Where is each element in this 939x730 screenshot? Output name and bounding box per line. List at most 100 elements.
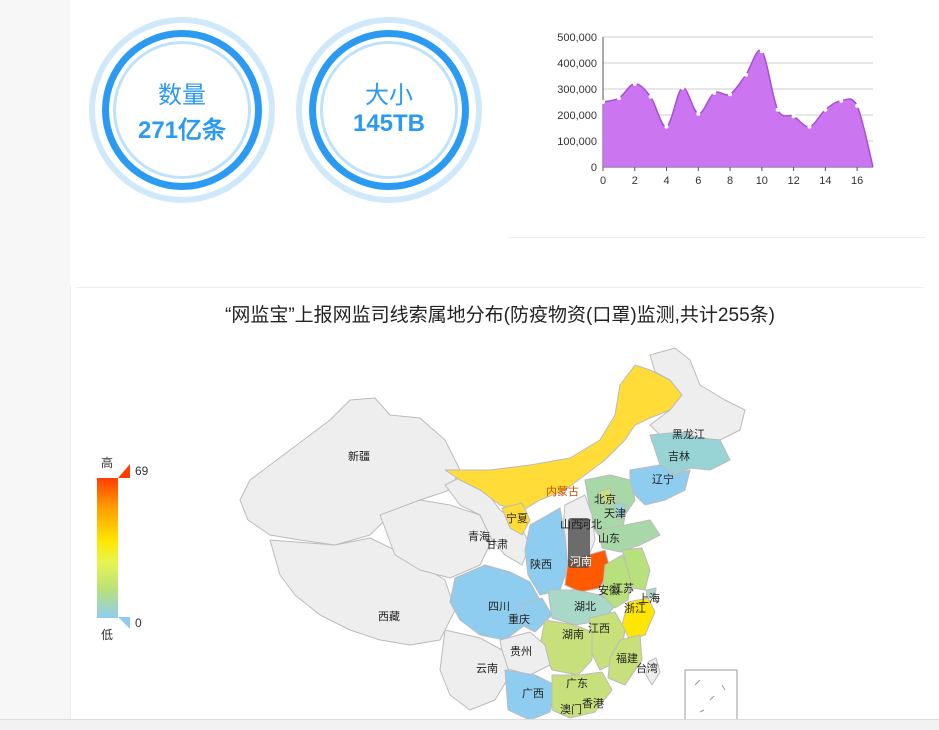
- left-gutter: [0, 0, 71, 729]
- data-point: [759, 49, 764, 54]
- legend-high-label: 高: [101, 456, 114, 470]
- label-guizhou: 贵州: [510, 645, 532, 658]
- x-tick-label: 8: [727, 175, 733, 187]
- x-tick-label: 6: [695, 175, 701, 187]
- label-anhui: 安徽: [598, 583, 620, 597]
- region-taiwan[interactable]: [645, 657, 661, 686]
- size-stat-value: 145TB: [352, 110, 426, 137]
- y-tick-label: 300,000: [557, 84, 597, 96]
- label-hebei: 河北: [580, 518, 602, 531]
- china-map: 新疆 西藏 青海 甘肃 内蒙古 宁夏 黑龙江 吉林 辽宁 北京 天津 河北 山西…: [239, 347, 746, 725]
- data-point: [616, 96, 621, 101]
- y-tick-label: 400,000: [557, 58, 597, 70]
- data-point: [632, 81, 637, 86]
- label-liaoning: 辽宁: [652, 472, 674, 486]
- y-tick-label: 200,000: [557, 110, 597, 122]
- label-aomen: 澳门: [560, 702, 582, 716]
- data-point: [839, 98, 844, 103]
- region-guangdong[interactable]: [551, 671, 613, 719]
- x-tick-label: 0: [600, 175, 606, 187]
- x-tick-label: 16: [851, 175, 863, 187]
- data-point: [648, 94, 653, 99]
- data-point: [791, 114, 796, 119]
- x-tick-label: 2: [632, 175, 638, 187]
- visual-map-legend-bar[interactable]: [97, 478, 118, 618]
- x-tick-label: 12: [787, 175, 799, 187]
- label-beijing: 北京: [594, 492, 616, 506]
- region-beijing[interactable]: [597, 487, 616, 507]
- x-tick-label: 14: [819, 175, 831, 187]
- region-fujian[interactable]: [607, 634, 643, 686]
- region-shanghai[interactable]: [645, 587, 657, 599]
- label-xizang: 西藏: [378, 610, 400, 623]
- legend-low-label: 低: [101, 628, 114, 642]
- label-hunan: 湖南: [562, 628, 584, 641]
- label-xinjiang: 新疆: [348, 449, 370, 463]
- x-tick-label: 10: [756, 175, 768, 187]
- data-point: [728, 92, 733, 97]
- count-stat-label: 数量: [158, 82, 206, 109]
- label-xianggang: 香港: [582, 697, 604, 710]
- label-guangdong: 广东: [566, 677, 588, 690]
- region-anhui[interactable]: [601, 554, 633, 609]
- label-shanxi: 山西: [560, 518, 582, 531]
- region-qinghai[interactable]: [379, 499, 493, 579]
- section-divider: [76, 287, 924, 288]
- y-tick-label: 100,000: [557, 136, 597, 148]
- data-point: [664, 124, 669, 129]
- label-taiwan: 台湾: [636, 661, 658, 675]
- data-point: [807, 124, 812, 129]
- label-gansu: 甘肃: [486, 538, 508, 551]
- legend-min-handle[interactable]: [118, 617, 130, 629]
- region-guangxi[interactable]: [504, 669, 556, 721]
- label-tianjin: 天津: [604, 507, 626, 520]
- data-point: [775, 107, 780, 112]
- region-liaoning[interactable]: [629, 464, 691, 506]
- label-heilongjiang: 黑龙江: [672, 428, 705, 441]
- size-stat-label: 大小: [365, 82, 413, 109]
- label-hubei: 湖北: [574, 600, 596, 613]
- region-xizang[interactable]: [269, 537, 456, 646]
- region-yunnan[interactable]: [439, 629, 511, 711]
- data-point: [601, 100, 605, 104]
- south-china-sea-inset: [684, 669, 738, 721]
- x-tick-label: 4: [663, 175, 669, 187]
- label-shandong: 山东: [598, 532, 620, 545]
- label-chongqing: 重庆: [508, 612, 530, 626]
- data-point: [696, 111, 701, 116]
- y-tick-label: 500,000: [557, 32, 597, 44]
- label-jilin: 吉林: [668, 449, 690, 463]
- y-tick-label: 0: [591, 162, 597, 174]
- chart-panel-border: [508, 237, 926, 238]
- label-shaanxi: 陕西: [530, 557, 552, 571]
- legend-max-handle[interactable]: [118, 464, 130, 478]
- area-fill: [603, 50, 873, 167]
- count-stat-ring: 数量 271亿条: [89, 17, 275, 203]
- count-stat-value: 271亿条: [137, 117, 227, 144]
- area-chart: 0 100,000 200,000 300,000 400,000 500,000 0 2 4 6…: [557, 32, 874, 187]
- label-fujian: 福建: [616, 651, 638, 665]
- hover-highlight: [568, 518, 590, 568]
- data-point: [680, 85, 685, 90]
- region-chongqing[interactable]: [519, 597, 553, 633]
- label-henan: 河南: [570, 555, 592, 568]
- data-point: [855, 103, 860, 108]
- legend-min-value: 0: [135, 616, 142, 630]
- region-tianjin[interactable]: [614, 501, 627, 519]
- region-shandong[interactable]: [597, 519, 661, 553]
- label-sichuan: 四川: [488, 601, 510, 613]
- label-jiangxi: 江西: [588, 622, 610, 635]
- region-ningxia[interactable]: [501, 502, 531, 536]
- label-yunnan: 云南: [476, 662, 498, 675]
- south-china-sea-islands: [694, 679, 726, 713]
- data-point: [743, 72, 748, 77]
- data-point: [823, 107, 828, 112]
- bottom-status-strip: [0, 719, 939, 730]
- label-ningxia: 宁夏: [506, 511, 528, 525]
- label-guangxi: 广西: [522, 687, 544, 700]
- legend-max-value: 69: [135, 464, 149, 478]
- size-stat-ring: 大小 145TB: [296, 17, 482, 203]
- region-jiangsu[interactable]: [621, 547, 651, 591]
- map-title: “网监宝”上报网监司线索属地分布(防疫物资(口罩)监测,共计255条): [225, 305, 775, 326]
- region-labels: 新疆 西藏 青海 甘肃 内蒙古 宁夏 黑龙江 吉林 辽宁 北京 天津 河北 山西…: [348, 428, 705, 716]
